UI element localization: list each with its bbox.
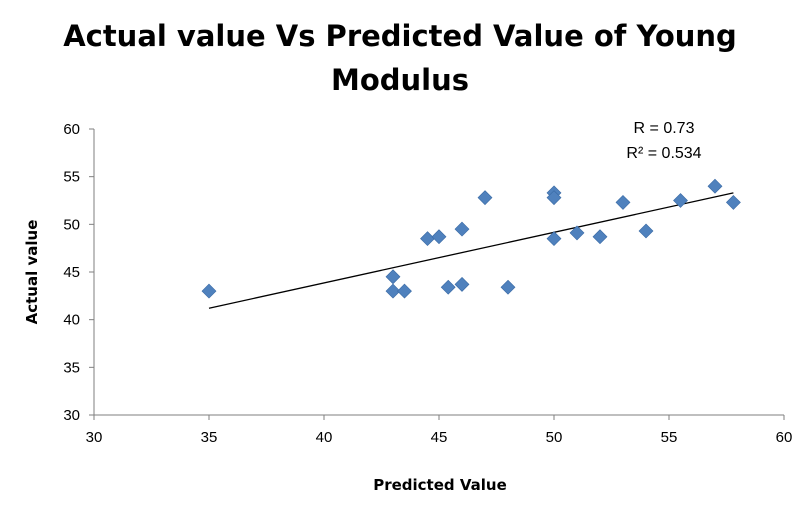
annotations: R = 0.73 R² = 0.534: [626, 120, 701, 162]
data-point: [454, 221, 470, 237]
x-tick-label: 55: [661, 429, 678, 446]
x-axis-label: Predicted Value: [373, 476, 507, 494]
x-tick-label: 45: [431, 429, 448, 446]
x-tick-label: 30: [86, 429, 103, 446]
data-point: [420, 231, 435, 247]
y-tick-label: 35: [63, 359, 80, 376]
data-point: [201, 283, 217, 299]
data-point: [546, 231, 562, 247]
axes: 30 35 40 45 50 55 60 30 35 40 45 50 55 60: [63, 121, 792, 446]
x-tick-label: 40: [316, 429, 333, 446]
data-point: [440, 279, 456, 295]
x-tick-label: 60: [776, 429, 793, 446]
data-point: [385, 269, 401, 285]
chart-title-line-1: Actual value Vs Predicted Value of Young: [63, 19, 737, 53]
trendline-layer: [208, 192, 734, 309]
data-point: [397, 283, 412, 299]
annotation-r-squared: R² = 0.534: [626, 145, 701, 162]
data-point: [477, 190, 493, 206]
data-point: [431, 229, 447, 245]
chart-title: Actual value Vs Predicted Value of Young…: [0, 14, 800, 102]
y-tick-label: 30: [63, 407, 80, 424]
y-tick-label: 55: [63, 169, 80, 186]
data-point: [725, 194, 741, 210]
trendline: [208, 192, 734, 309]
data-points: [201, 178, 741, 299]
y-tick-label: 50: [63, 216, 80, 233]
chart-title-line-2: Modulus: [330, 63, 470, 97]
y-axis-label: Actual value: [23, 220, 41, 325]
data-point: [500, 279, 516, 295]
data-point: [385, 283, 401, 299]
x-tick-label: 35: [201, 429, 218, 446]
data-point: [569, 225, 585, 241]
data-point: [592, 229, 608, 245]
data-point: [707, 178, 723, 194]
y-tick-label: 40: [63, 312, 80, 329]
y-tick-label: 60: [63, 121, 80, 138]
data-point: [454, 276, 470, 292]
x-tick-label: 50: [546, 429, 563, 446]
data-point: [638, 223, 654, 239]
data-point: [546, 190, 562, 206]
data-point: [615, 194, 631, 210]
y-tick-label: 45: [63, 264, 80, 281]
data-point: [673, 193, 688, 208]
annotation-r: R = 0.73: [634, 120, 695, 137]
